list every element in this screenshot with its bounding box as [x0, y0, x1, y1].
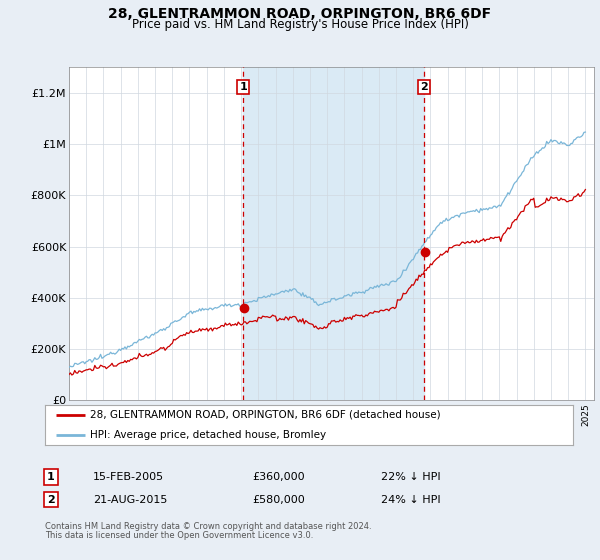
Text: HPI: Average price, detached house, Bromley: HPI: Average price, detached house, Brom…	[90, 430, 326, 440]
Text: 1: 1	[47, 472, 55, 482]
Text: £580,000: £580,000	[252, 494, 305, 505]
Text: Contains HM Land Registry data © Crown copyright and database right 2024.: Contains HM Land Registry data © Crown c…	[45, 522, 371, 531]
Text: 2: 2	[420, 82, 428, 92]
Text: 1: 1	[239, 82, 247, 92]
Text: This data is licensed under the Open Government Licence v3.0.: This data is licensed under the Open Gov…	[45, 531, 313, 540]
Text: Price paid vs. HM Land Registry's House Price Index (HPI): Price paid vs. HM Land Registry's House …	[131, 18, 469, 31]
Text: 22% ↓ HPI: 22% ↓ HPI	[381, 472, 440, 482]
Text: 28, GLENTRAMMON ROAD, ORPINGTON, BR6 6DF: 28, GLENTRAMMON ROAD, ORPINGTON, BR6 6DF	[109, 7, 491, 21]
Text: £360,000: £360,000	[252, 472, 305, 482]
Text: 21-AUG-2015: 21-AUG-2015	[93, 494, 167, 505]
Text: 2: 2	[47, 494, 55, 505]
Text: 28, GLENTRAMMON ROAD, ORPINGTON, BR6 6DF (detached house): 28, GLENTRAMMON ROAD, ORPINGTON, BR6 6DF…	[90, 410, 440, 420]
Text: 24% ↓ HPI: 24% ↓ HPI	[381, 494, 440, 505]
Text: 15-FEB-2005: 15-FEB-2005	[93, 472, 164, 482]
Bar	[243, 67, 424, 400]
